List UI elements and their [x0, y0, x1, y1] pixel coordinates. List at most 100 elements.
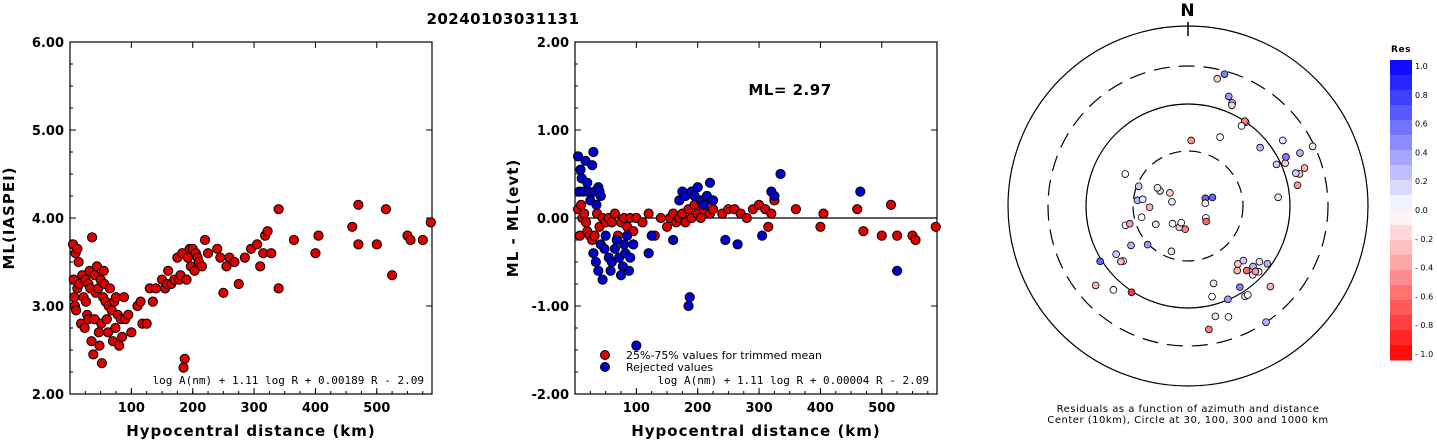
station-residual-point [1145, 203, 1154, 212]
panel2-point [855, 186, 866, 197]
panel2-point [668, 234, 679, 246]
station-residual-point [1224, 295, 1232, 304]
panel2-ytick-label: -2.00 [532, 388, 569, 403]
station-residual-point [1168, 197, 1176, 206]
station-residual-point [1209, 279, 1218, 288]
panel1-point [86, 336, 97, 347]
colorbar-tick-label: - 0.6 [1415, 292, 1433, 301]
panel2-formula: log A(nm) + 1.11 log R + 0.00004 R - 2.0… [657, 374, 929, 387]
station-residual-point [1181, 225, 1190, 234]
station-residual-point [1177, 218, 1186, 227]
colorbar-cell [1390, 210, 1412, 226]
panel1-xtick-label: 100 [118, 401, 145, 416]
panel2-point [930, 221, 941, 232]
panel1-point [181, 274, 192, 285]
station-residual-point [1091, 281, 1100, 290]
colorbar-cell [1390, 135, 1412, 151]
panel1-point [94, 340, 105, 351]
panel1-xtick-label: 200 [179, 401, 206, 416]
panel2-point [775, 168, 786, 180]
panel2-point [572, 151, 584, 162]
panel1-point [71, 305, 82, 316]
station-residual-point [1278, 136, 1287, 145]
panel2-point [910, 234, 921, 246]
station-residual-point [1151, 220, 1160, 229]
panel2-point [876, 230, 887, 241]
panel2-point [574, 230, 586, 241]
station-residual-point [1282, 153, 1290, 161]
panel1-point [80, 296, 92, 307]
panel2-point [763, 221, 774, 232]
station-residual-point [1293, 181, 1302, 190]
station-residual-point [1296, 149, 1304, 157]
station-residual-point [1117, 257, 1125, 266]
panel1-point [202, 248, 214, 259]
panel1-point [405, 234, 416, 246]
panel1-point [347, 221, 358, 232]
ml-vs-distance-panel: 100 200 300 400 500 2.00 3.00 4.00 5.00 6.00 log … [0, 36, 436, 440]
panel1-point [73, 256, 84, 268]
panel2-point [618, 239, 630, 250]
panel2-point [593, 265, 604, 276]
panel1-point [178, 362, 189, 373]
station-residual-point [1211, 312, 1220, 321]
station-residual-point [1256, 143, 1264, 152]
legend-blue-marker [600, 362, 610, 372]
station-residual-point [1187, 136, 1195, 145]
panel1-point [255, 261, 266, 272]
panel1-point [147, 296, 158, 307]
panel1-point [79, 322, 90, 334]
panel2-ytick-label: -1.00 [532, 300, 569, 315]
panel2-point [790, 204, 801, 215]
figure-title: 20240103031131 [426, 10, 579, 28]
colorbar-tick-label: 0.4 [1415, 148, 1428, 157]
station-residual-point [1292, 169, 1300, 178]
panel1-point [310, 248, 321, 259]
legend-blue-label: Rejected values [626, 361, 713, 374]
station-residual-point [1208, 292, 1216, 301]
panel1-point [353, 199, 364, 210]
colorbar-cell [1390, 240, 1412, 256]
station-residual-point [1205, 325, 1213, 334]
panel2-ylabel: ML - ML(evt) [504, 159, 522, 277]
station-residual-point [1239, 256, 1248, 265]
colorbar-cell [1390, 165, 1412, 181]
station-residual-point [1096, 257, 1104, 266]
colorbar-tick-label: 0.2 [1415, 177, 1428, 186]
panel2-point [599, 243, 610, 254]
panel2-point [611, 234, 622, 246]
panel2-ytick-label: 1.00 [537, 124, 569, 139]
panel2-point [684, 292, 695, 303]
colorbar-cell [1390, 285, 1412, 301]
panel2-point [590, 256, 601, 268]
station-residual-point [1272, 160, 1281, 169]
panel1-point [273, 283, 284, 294]
panel1-point [380, 204, 392, 215]
station-residual-point [1208, 193, 1217, 202]
colorbar-tick-label: - 1.0 [1415, 350, 1433, 359]
colorbar-cell [1390, 225, 1412, 241]
panel2-point [595, 190, 606, 202]
station-residual-point [1263, 259, 1272, 268]
station-residual-point [1127, 288, 1136, 297]
station-residual-point [1300, 164, 1309, 172]
colorbar-tick-label: - 0.8 [1415, 321, 1433, 330]
ring-1000km [1007, 25, 1369, 387]
station-residual-point [1224, 313, 1233, 321]
panel1-point [212, 243, 223, 254]
panel2-point [631, 340, 642, 351]
panel1-point [88, 349, 99, 360]
colorbar-cell [1390, 150, 1412, 166]
panel2-xtick-label: 200 [684, 401, 711, 416]
panel1-point [353, 239, 364, 250]
residual-colorbar: Res 1.0 0.8 0.6 0.4 0.2 0.0 - 0.2 - 0.4 - 0.6 - 0… [1390, 45, 1433, 361]
panel1-point [123, 309, 134, 320]
panel2-point [582, 177, 593, 188]
ml-annotation: ML= 2.97 [748, 81, 831, 99]
panel2-xlabel: Hypocentral distance (km) [631, 422, 881, 440]
panel2-point [589, 230, 600, 241]
panel2-point [637, 217, 648, 228]
panel2-point [695, 212, 706, 224]
panel1-point [252, 239, 263, 250]
colorbar-tick-label: 0.6 [1415, 120, 1428, 129]
